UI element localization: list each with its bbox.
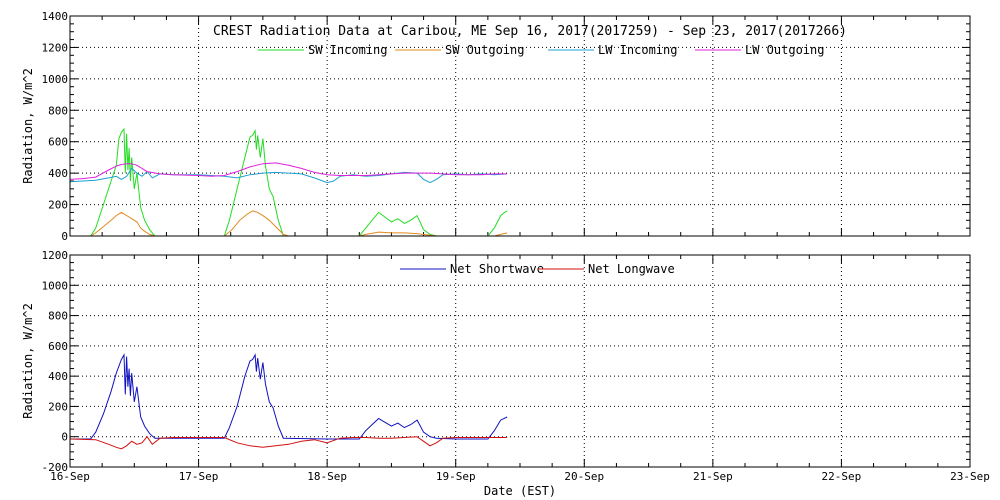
- y-tick-label: 400: [48, 370, 68, 383]
- y-tick-label: 800: [48, 104, 68, 117]
- y-tick-label: 200: [48, 199, 68, 212]
- legend-label: Net Shortwave: [450, 262, 544, 276]
- y-tick-label: 200: [48, 400, 68, 413]
- y-tick-label: 1200: [42, 41, 69, 54]
- x-tick-label: 23-Sep: [950, 470, 990, 483]
- y-tick-label: -200: [42, 461, 69, 474]
- x-tick-label: 17-Sep: [179, 470, 219, 483]
- x-tick-label: 21-Sep: [693, 470, 733, 483]
- series-line-net-shortwave: [70, 353, 508, 440]
- y-tick-label: 0: [61, 431, 68, 444]
- y-tick-label: 800: [48, 310, 68, 323]
- legend-label: LW Incoming: [598, 43, 677, 57]
- y-tick-label: 600: [48, 340, 68, 353]
- legend-label: SW Outgoing: [445, 43, 524, 57]
- legend-label: SW Incoming: [308, 43, 387, 57]
- y-tick-label: 1400: [42, 10, 69, 23]
- y-tick-label: 400: [48, 167, 68, 180]
- x-tick-label: 16-Sep: [50, 470, 90, 483]
- legend-label: LW Outgoing: [745, 43, 824, 57]
- x-tick-label: 19-Sep: [436, 470, 476, 483]
- y-axis-title: Radiation, W/m^2: [21, 68, 35, 184]
- y-tick-label: 1000: [42, 279, 69, 292]
- plot-frame: [69, 254, 971, 468]
- y-tick-label: 1000: [42, 73, 69, 86]
- series-line-sw-incoming: [70, 127, 508, 237]
- y-tick-label: 0: [61, 230, 68, 243]
- legend-label: Net Longwave: [588, 262, 675, 276]
- series-line-lw-outgoing: [69, 162, 508, 180]
- y-tick-label: 600: [48, 136, 68, 149]
- chart-title: CREST Radiation Data at Caribou, ME Sep …: [213, 24, 847, 39]
- series-line-sw-outgoing: [70, 210, 508, 237]
- series-line-net-longwave: [69, 435, 508, 450]
- series-line-lw-incoming: [69, 167, 508, 184]
- y-tick-label: 1200: [42, 249, 69, 262]
- plot-frame: [69, 15, 971, 237]
- x-tick-label: 18-Sep: [307, 470, 347, 483]
- x-tick-label: 22-Sep: [822, 470, 862, 483]
- y-axis-title: Radiation, W/m^2: [21, 303, 35, 419]
- x-tick-label: 20-Sep: [564, 470, 604, 483]
- x-axis-title: Date (EST): [484, 484, 556, 498]
